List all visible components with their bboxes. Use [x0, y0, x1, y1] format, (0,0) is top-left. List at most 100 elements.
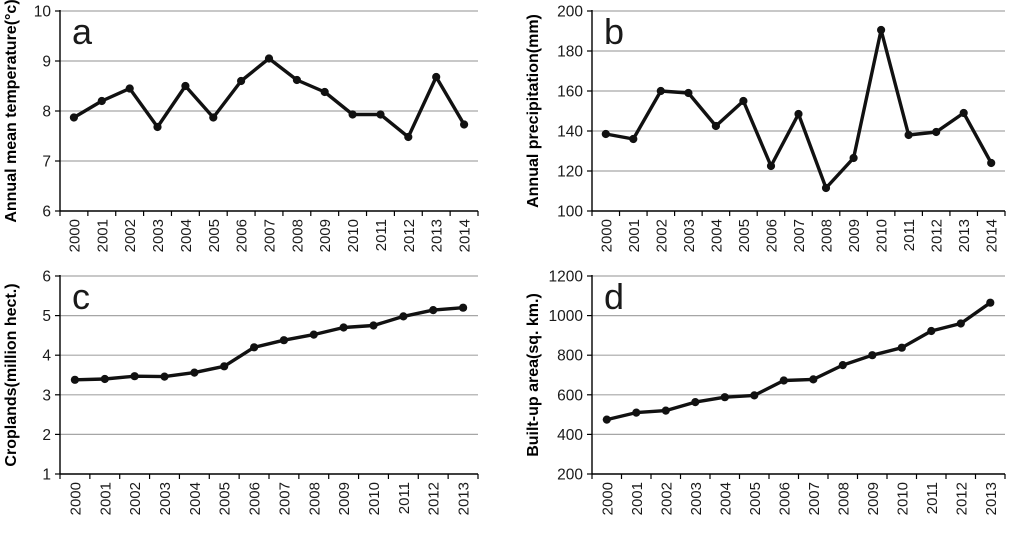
y-tick-label: 1200: [549, 269, 584, 286]
y-tick-label: 4: [42, 348, 51, 365]
x-tick-label: 2007: [806, 482, 823, 515]
data-point: [459, 303, 468, 312]
x-tick-label: 2008: [819, 219, 836, 252]
data-point: [821, 183, 831, 193]
y-tick-label: 180: [557, 44, 583, 61]
data-point: [320, 87, 329, 97]
x-tick-label: 2008: [835, 482, 852, 515]
data-point: [868, 351, 877, 360]
y-tick-label: 600: [557, 387, 583, 404]
data-line: [604, 28, 993, 190]
x-tick-label: 2001: [94, 219, 111, 252]
data-point: [877, 25, 886, 35]
data-point: [432, 72, 441, 82]
data-point: [711, 121, 720, 131]
x-tick-label: 2000: [598, 219, 615, 252]
x-tick-label: 2013: [983, 482, 1000, 515]
x-tick-label: 2013: [429, 219, 446, 252]
x-tick-label: 2013: [956, 219, 973, 252]
data-point: [838, 361, 847, 370]
data-point: [237, 76, 246, 86]
data-point: [932, 127, 941, 137]
x-tick-label: 2007: [276, 482, 293, 515]
chart-croplands: 1 2 3 4 5 6 2000 2001 2002 2003 2004 2005 2006 2007 20…: [3, 269, 479, 515]
y-tick-label: 10: [34, 4, 52, 21]
x-tick-label: 2009: [317, 219, 334, 252]
data-point: [956, 319, 965, 328]
x-tick-label: 2008: [306, 482, 323, 515]
data-point: [376, 110, 385, 119]
x-tick-label: 2007: [262, 219, 279, 252]
x-tick-label: 2003: [150, 219, 167, 252]
x-tick-label: 2014: [457, 219, 474, 252]
x-tick-label: 2008: [289, 219, 306, 252]
x-tick-label: 2010: [874, 219, 891, 252]
y-tick-label: 2: [42, 427, 51, 444]
data-point: [220, 362, 229, 371]
y-tick-label: 200: [557, 467, 583, 484]
panel-b: 100 120 140 160 180 200 2000 2001 2002 2003 2004 20…: [512, 0, 1024, 266]
data-point: [404, 132, 413, 142]
panel-d: 200 400 600 800 1000 1200 2000 2001 2002 2003 2004…: [512, 266, 1024, 533]
x-tick-label: 2012: [929, 219, 946, 252]
data-point: [279, 336, 288, 345]
x-tick-label: 2004: [708, 219, 725, 252]
data-point: [632, 408, 641, 417]
data-point: [160, 372, 169, 381]
x-tick-label: 2003: [681, 219, 698, 252]
x-tick-label: 2001: [626, 219, 643, 252]
data-point: [250, 343, 259, 352]
data-point: [661, 406, 670, 415]
data-point: [629, 134, 638, 144]
y-axis-title: Annual mean temperature(°c): [3, 0, 20, 223]
y-tick-label: 9: [42, 54, 51, 71]
data-point: [460, 120, 469, 129]
data-point: [429, 306, 438, 315]
x-tick-label: 2002: [653, 219, 670, 252]
data-point: [399, 312, 408, 321]
y-axis-title: Croplands(million hect.): [3, 283, 20, 466]
data-point: [897, 343, 906, 352]
panel-letter: d: [604, 276, 624, 317]
x-tick-label: 2012: [953, 482, 970, 515]
data-point: [986, 298, 995, 307]
x-tick-label: 2002: [122, 219, 139, 252]
data-point: [779, 376, 788, 385]
data-point: [691, 398, 700, 407]
x-tick-label: 2005: [206, 219, 223, 252]
x-tick-label: 2003: [157, 482, 174, 515]
data-point: [766, 161, 776, 171]
x-tick-label: 2001: [97, 482, 114, 515]
data-point: [369, 321, 378, 330]
x-tick-label: 2003: [688, 482, 705, 515]
data-point: [656, 86, 665, 96]
x-tick-label: 2009: [865, 482, 882, 515]
data-point: [750, 391, 759, 400]
x-tick-label: 2007: [791, 219, 808, 252]
data-point: [125, 84, 134, 93]
y-tick-label: 400: [557, 427, 583, 444]
x-tick-label: 2004: [717, 482, 734, 515]
panel-letter: a: [72, 11, 93, 52]
y-tick-label: 1000: [549, 308, 584, 325]
data-point: [153, 122, 162, 132]
data-point: [959, 108, 968, 118]
chart-annual-mean-temperature: 6 7 8 9 10 2000 2001 2002 2003 2004 2005 2006 2007 20…: [3, 0, 479, 252]
data-point: [309, 330, 318, 339]
y-tick-label: 800: [557, 348, 583, 365]
data-point: [684, 88, 693, 98]
x-tick-label: 2000: [599, 482, 616, 515]
x-tick-label: 2005: [736, 219, 753, 252]
data-point: [69, 113, 78, 122]
x-tick-label: 2011: [396, 482, 413, 514]
data-point: [181, 81, 190, 91]
data-point: [264, 54, 274, 63]
data-point: [927, 326, 936, 336]
x-tick-label: 2010: [366, 482, 383, 515]
x-tick-label: 2006: [247, 482, 264, 515]
x-tick-label: 2005: [747, 482, 764, 515]
y-axis-title: Built-up area(sq. km.): [525, 293, 542, 457]
y-tick-label: 8: [42, 104, 51, 121]
y-tick-label: 120: [557, 164, 583, 181]
